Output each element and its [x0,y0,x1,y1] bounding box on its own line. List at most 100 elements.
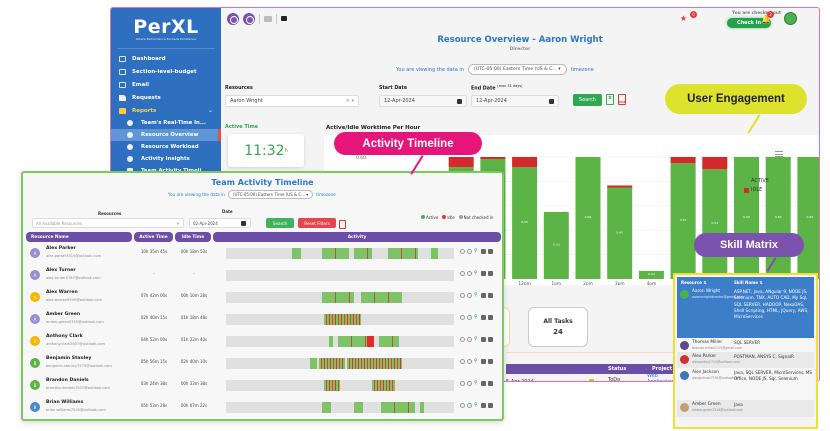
bar-idle-6pm[interactable] [702,157,728,170]
resource-name[interactable]: Alex Parker [46,246,76,251]
bell-icon[interactable]: 🔔 [761,15,771,24]
task-project-link[interactable]: Web Application Development Calls [647,374,675,382]
magnify-icon[interactable]: ⚲ [474,270,478,276]
activity-timeline-track[interactable] [226,402,454,413]
activity-timeline-track[interactable] [226,292,454,303]
keyboard-icon[interactable] [264,16,272,22]
zoom-reset-icon[interactable] [467,381,472,386]
home-icon[interactable] [488,271,493,276]
zoom-reset-icon[interactable] [467,337,472,342]
zoom-out-icon[interactable] [460,337,465,342]
home-icon[interactable] [488,337,493,342]
bar-active-12pm[interactable] [512,167,538,279]
activity-segment[interactable] [346,358,402,369]
activity-timeline-track[interactable] [226,270,454,281]
zoom-out-icon[interactable] [460,381,465,386]
bar-active-1pm[interactable] [543,211,569,279]
column-resource[interactable]: Resource ⇅ [681,280,707,285]
column-resource-name[interactable]: Resource Name [26,232,132,242]
bar-active-6pm[interactable] [702,169,728,279]
table-row[interactable]: A Amber Green amber.green5745@outlook.co… [26,309,500,331]
activity-timeline-track[interactable] [226,380,454,391]
pan-hand-icon[interactable] [481,403,486,408]
sidebar-subitem-activity-insights[interactable]: Activity Insights [111,153,221,165]
start-date-input[interactable]: 12-Apr-2024 [379,95,467,107]
skill-row[interactable]: Alex Parker alexparker2713@outlook.com P… [677,352,814,368]
activity-segment[interactable] [431,248,439,259]
column-skill-name[interactable]: Skill Name ⇅ [734,280,763,285]
activity-segment[interactable] [381,402,416,413]
resource-name[interactable]: Anthony Clark [46,334,83,339]
resource-name[interactable]: Brian Williams [46,400,84,405]
sidebar-item-email[interactable]: Email [111,78,221,91]
column-idle-time[interactable]: Idle Time [175,232,211,242]
magnify-icon[interactable]: ⚲ [474,402,478,408]
bar-idle-5pm[interactable] [670,157,696,164]
activity-segment[interactable] [387,248,418,259]
zoom-out-icon[interactable] [460,403,465,408]
sidebar-subitem-resource-overview[interactable]: Resource Overview [111,129,221,141]
zoom-reset-icon[interactable] [467,293,472,298]
bar-idle-12pm[interactable] [512,157,538,168]
pan-hand-icon[interactable] [481,359,486,364]
zoom-reset-icon[interactable] [467,359,472,364]
magnify-icon[interactable]: ⚲ [474,292,478,298]
sidebar-item-reports[interactable]: Reports ⌄ [111,104,221,117]
skill-row[interactable]: Alex Jackson alexjackson7191@outlook.in … [677,368,814,400]
chart-menu-icon[interactable] [775,151,783,157]
activity-segment[interactable] [353,248,372,259]
magnify-icon[interactable]: ⚲ [474,380,478,386]
resource-name[interactable]: Benjamin Stanley [46,356,92,361]
resource-name[interactable]: Alex Warren [46,290,78,295]
home-icon[interactable] [488,293,493,298]
reset-filters-button[interactable]: Reset Filters [298,218,336,228]
activity-segment[interactable] [319,358,345,369]
calendar-icon[interactable] [549,99,554,104]
sidebar-subitem-team-real-time[interactable]: Team's Real-Time In... [111,117,221,129]
zoom-reset-icon[interactable] [467,271,472,276]
calendar-icon[interactable] [241,221,246,226]
table-row[interactable]: A Anthony Clark anthony.clark5607@outloo… [26,331,500,353]
bar-active-8pm[interactable] [765,157,791,279]
resource-name[interactable]: Amber Green [46,312,81,317]
sidebar-item-dashboard[interactable]: Dashboard [111,52,221,65]
pdf-export-icon[interactable] [339,220,346,229]
clear-chevron-icon[interactable]: × ▾ [345,98,354,104]
activity-segment[interactable] [419,402,425,413]
bar-idle-10am[interactable] [448,157,474,168]
column-status[interactable]: Status [608,366,627,372]
activity-timeline-track[interactable] [226,248,454,259]
pan-hand-icon[interactable] [481,271,486,276]
camera-icon[interactable] [281,16,287,21]
activity-timeline-track[interactable] [226,336,454,347]
pdf-export-icon[interactable]: PDF [618,94,626,105]
legend-item-active[interactable]: ACTIVE [744,178,769,184]
activity-segment[interactable] [310,358,318,369]
sidebar-item-requests[interactable]: Requests [111,91,221,104]
activity-segment[interactable] [378,336,400,347]
activity-segment[interactable] [321,292,354,303]
activity-segment[interactable] [324,314,361,325]
zoom-out-icon[interactable] [460,271,465,276]
sidebar-subitem-resource-workload[interactable]: Resource Workload [111,141,221,153]
eye-button[interactable] [227,13,239,25]
bar-active-7pm[interactable] [734,157,759,279]
end-date-input[interactable]: 12-Apr-2024 [471,95,559,107]
activity-segment[interactable] [292,248,302,259]
magnify-icon[interactable]: ⚲ [474,358,478,364]
table-row[interactable]: B Brian Williams brian.williams7545@outl… [26,397,500,419]
magnify-icon[interactable]: ⚲ [474,336,478,342]
column-activity[interactable]: Activity [213,232,501,242]
bar-idle-3pm[interactable] [607,185,633,188]
column-active-time[interactable]: Active Time [134,232,173,242]
activity-segment[interactable] [324,380,340,391]
search-button[interactable]: Search [266,218,294,228]
activity-segment[interactable] [328,336,334,347]
legend-item-idle[interactable]: IDLE [744,187,769,193]
zoom-out-icon[interactable] [460,359,465,364]
activity-timeline-track[interactable] [226,358,454,369]
task-row[interactable]: 5-Apr-2024 ToDo Web Application Developm… [506,374,786,382]
activity-timeline-track[interactable] [226,314,454,325]
home-icon[interactable] [488,359,493,364]
home-icon[interactable] [488,403,493,408]
